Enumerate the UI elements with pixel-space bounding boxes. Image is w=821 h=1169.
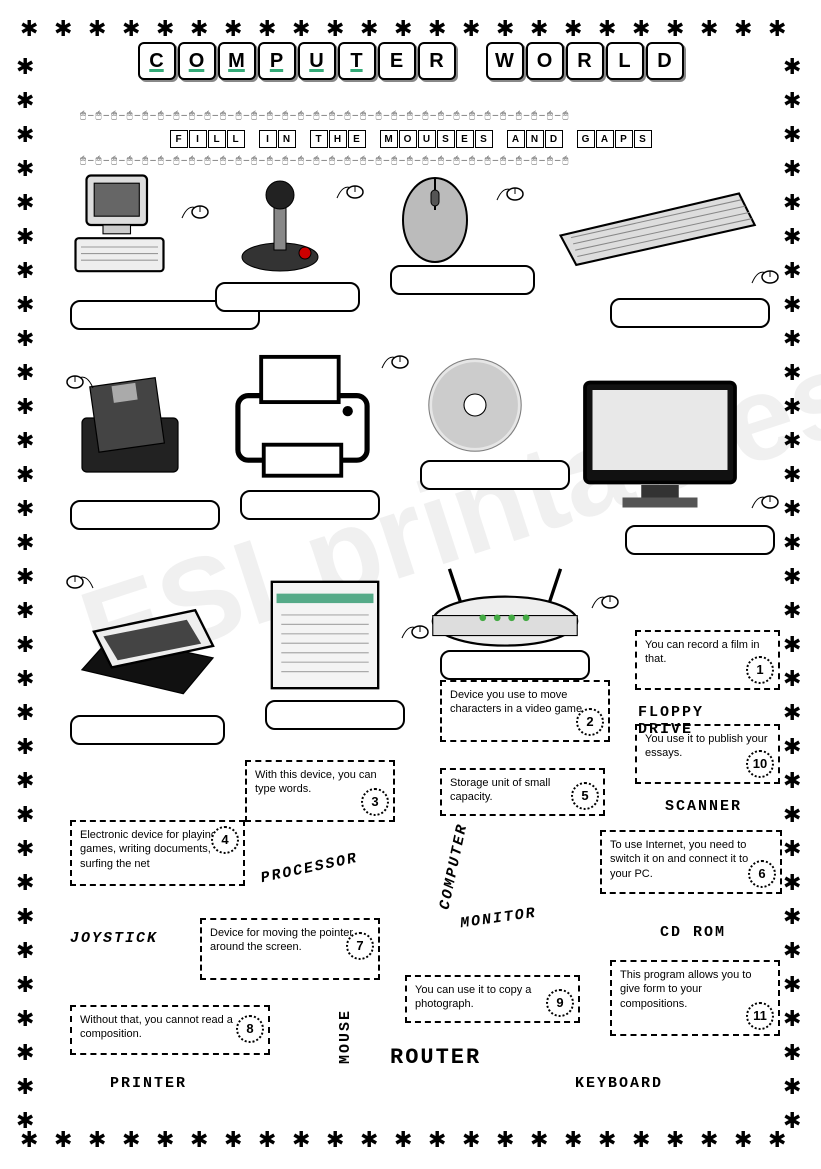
computer-icon xyxy=(70,170,180,280)
activity-area: You can record a film in that. 1 Device … xyxy=(70,170,751,1109)
definition-1: You can record a film in that. 1 xyxy=(635,630,780,690)
blank-printer[interactable] xyxy=(240,490,380,520)
definition-7: Device for moving the pointer around the… xyxy=(200,918,380,980)
wordbank-cd-rom: CD ROM xyxy=(660,924,726,941)
router-icon xyxy=(420,560,590,660)
definition-8: Without that, you cannot read a composit… xyxy=(70,1005,270,1055)
def-text: This program allows you to give form to … xyxy=(620,969,751,1010)
blank-scanner[interactable] xyxy=(70,715,225,745)
mouse-connector-icon xyxy=(400,620,430,642)
keyboard-icon xyxy=(550,180,760,270)
definition-6: To use Internet, you need to switch it o… xyxy=(600,830,782,894)
mouse-connector-icon xyxy=(380,350,410,372)
blank-router[interactable] xyxy=(440,650,590,680)
definition-11: This program allows you to give form to … xyxy=(610,960,780,1036)
wordbank-processor: PROCESSOR xyxy=(259,850,359,887)
mouse-hardware-icon xyxy=(380,170,490,270)
blank-processor[interactable] xyxy=(265,700,405,730)
mouse-connector-icon xyxy=(495,182,525,204)
title: COMPUTERWORLD xyxy=(138,42,684,80)
wordbank-joystick: JOYSTICK xyxy=(70,930,158,947)
def-text: Electronic device for playing games, wri… xyxy=(80,829,217,870)
blank-mouse[interactable] xyxy=(390,265,535,295)
blank-monitor[interactable] xyxy=(625,525,775,555)
def-text: Storage unit of small capacity. xyxy=(450,777,550,803)
definition-5: Storage unit of small capacity. 5 xyxy=(440,768,605,816)
mouse-connector-icon xyxy=(65,570,95,592)
definition-2: Device you use to move characters in a v… xyxy=(440,680,610,742)
blank-floppy[interactable] xyxy=(70,500,220,530)
printer-icon xyxy=(225,340,380,490)
def-text: To use Internet, you need to switch it o… xyxy=(610,839,748,880)
blank-cd[interactable] xyxy=(420,460,570,490)
definition-9: You can use it to copy a photograph. 9 xyxy=(405,975,580,1023)
def-number: 7 xyxy=(346,932,374,960)
subtitle: FILLINTHEMOUSESANDGAPS xyxy=(170,130,652,148)
divider-bottom: 🖱︎–🖱︎–🖱︎–🖱︎–🖱︎–🖱︎–🖱︎–🖱︎–🖱︎–🖱︎–🖱︎–🖱︎–🖱︎–🖱… xyxy=(80,155,741,169)
mouse-connector-icon xyxy=(750,265,780,287)
def-text: Device you use to move characters in a v… xyxy=(450,689,585,715)
blank-keyboard[interactable] xyxy=(610,298,770,328)
def-number: 2 xyxy=(576,708,604,736)
mouse-connector-icon xyxy=(180,200,210,222)
def-text: You can use it to copy a photograph. xyxy=(415,984,531,1010)
monitor-icon xyxy=(570,370,750,520)
def-number: 5 xyxy=(571,782,599,810)
definition-4: Electronic device for playing games, wri… xyxy=(70,820,245,886)
wordbank-scanner: SCANNER xyxy=(665,798,742,815)
def-number: 9 xyxy=(546,989,574,1017)
def-text: Without that, you cannot read a composit… xyxy=(80,1014,233,1040)
wordbank-mouse: MOUSE xyxy=(337,1009,354,1064)
def-text: You can record a film in that. xyxy=(645,639,760,665)
def-number: 3 xyxy=(361,788,389,816)
mouse-connector-icon xyxy=(65,370,95,392)
blank-joystick[interactable] xyxy=(215,282,360,312)
wordbank-floppy-drive: FLOPPY DRIVE xyxy=(638,704,751,738)
def-text: Device for moving the pointer around the… xyxy=(210,927,353,953)
def-number: 1 xyxy=(746,656,774,684)
worksheet-page: ✱✱✱✱✱✱✱✱✱✱✱✱✱✱✱✱✱✱✱✱✱✱✱✱✱✱✱✱✱✱✱✱✱✱✱✱✱✱✱✱… xyxy=(20,20,801,1149)
wordbank-computer: COMPUTER xyxy=(437,822,472,912)
mouse-connector-icon xyxy=(335,180,365,202)
def-number: 11 xyxy=(746,1002,774,1030)
def-number: 10 xyxy=(746,750,774,778)
definition-3: With this device, you can type words. 3 xyxy=(245,760,395,822)
wordbank-monitor: MONITOR xyxy=(459,905,538,933)
def-number: 6 xyxy=(748,860,776,888)
wordbank-keyboard: KEYBOARD xyxy=(575,1075,663,1092)
wordbank-router: ROUTER xyxy=(390,1045,481,1070)
joystick-icon xyxy=(230,170,330,280)
wordbank-printer: PRINTER xyxy=(110,1075,187,1092)
def-number: 8 xyxy=(236,1015,264,1043)
cd-icon xyxy=(420,350,530,460)
processor-icon xyxy=(260,570,390,700)
mouse-connector-icon xyxy=(750,490,780,512)
divider-top: 🖱︎–🖱︎–🖱︎–🖱︎–🖱︎–🖱︎–🖱︎–🖱︎–🖱︎–🖱︎–🖱︎–🖱︎–🖱︎–🖱… xyxy=(80,110,741,124)
def-number: 4 xyxy=(211,826,239,854)
def-text: With this device, you can type words. xyxy=(255,769,377,795)
mouse-connector-icon xyxy=(590,590,620,612)
